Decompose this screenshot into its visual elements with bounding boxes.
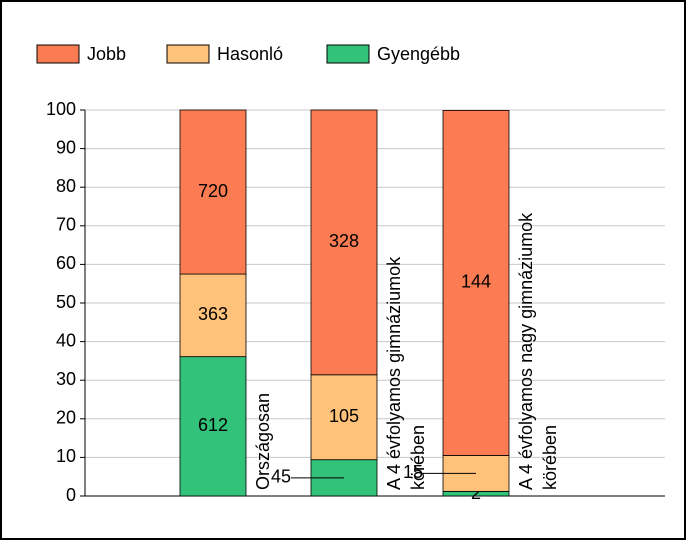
legend-label: Jobb (87, 44, 126, 64)
y-tick-label: 20 (56, 408, 76, 428)
x-tick-label: A 4 évfolyamos gimnáziumok (384, 256, 404, 490)
legend-swatch (166, 44, 210, 64)
bar-segment (179, 109, 247, 275)
data-label: 2 (471, 483, 481, 503)
legend-label: Gyengébb (377, 44, 460, 64)
y-tick-label: 0 (66, 485, 76, 505)
legend-swatch (36, 44, 80, 64)
bar-segment (179, 356, 247, 497)
data-label: 328 (329, 231, 359, 251)
data-label: 105 (329, 406, 359, 426)
y-tick-label: 50 (56, 292, 76, 312)
data-label: 144 (461, 272, 491, 292)
x-tick-label: Országosan (253, 393, 273, 490)
x-tick-label: körében (540, 425, 560, 490)
data-label: 45 (271, 467, 291, 487)
legend-label: Hasonló (217, 44, 283, 64)
bar-segment (442, 109, 510, 456)
y-tick-label: 90 (56, 137, 76, 157)
y-tick-label: 60 (56, 253, 76, 273)
y-tick-label: 70 (56, 215, 76, 235)
data-label: 720 (198, 181, 228, 201)
y-tick-label: 80 (56, 176, 76, 196)
data-label: 612 (198, 415, 228, 435)
y-tick-label: 100 (46, 99, 76, 119)
legend-swatch (326, 44, 370, 64)
y-tick-label: 40 (56, 330, 76, 350)
y-tick-label: 10 (56, 446, 76, 466)
bar-segment (310, 109, 378, 376)
y-tick-label: 30 (56, 369, 76, 389)
x-tick-label: A 4 évfolyamos nagy gimnáziumok (516, 212, 536, 490)
x-tick-label: körében (408, 425, 428, 490)
data-label: 15 (403, 462, 423, 482)
data-label: 363 (198, 304, 228, 324)
